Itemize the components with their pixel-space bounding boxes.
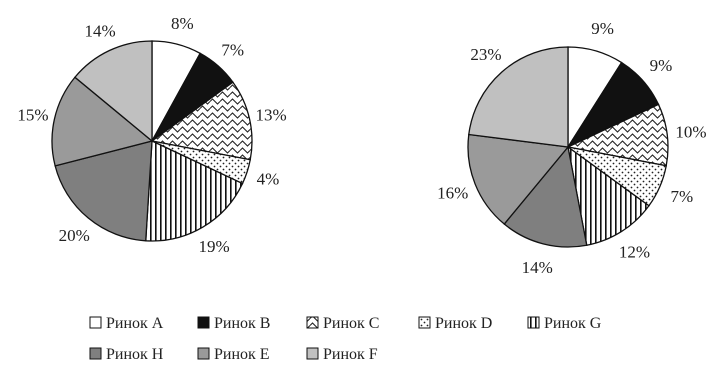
legend-item-e: Ринок E <box>197 346 270 363</box>
pie-slice-c <box>150 81 253 161</box>
data-label: 23% <box>470 45 501 64</box>
legend-item-b: Ринок B <box>197 315 270 332</box>
legend-item-h: Ринок H <box>89 346 164 363</box>
legend-swatch <box>306 347 319 360</box>
data-label: 8% <box>171 14 194 33</box>
legend-item-g: Ринок G <box>527 315 602 332</box>
legend-label: Ринок A <box>106 315 164 332</box>
legend-label: Ринок C <box>323 315 379 332</box>
legend-label: Ринок F <box>323 346 378 363</box>
data-label: 16% <box>437 184 468 203</box>
pie-slice-f <box>468 46 569 148</box>
data-label: 19% <box>199 237 230 256</box>
pie-chart-1: 8% 7% 13% 4% 19% 20% 15% 14% <box>17 14 286 256</box>
pie-slice-h <box>54 140 153 242</box>
data-label: 10% <box>675 123 706 142</box>
legend-swatch <box>89 347 102 360</box>
legend-label: Ринок G <box>544 315 602 332</box>
data-label: 4% <box>257 170 280 189</box>
legend-label: Ринок D <box>435 315 492 332</box>
pie-slice-e <box>467 133 570 225</box>
data-label: 14% <box>85 22 116 41</box>
data-label: 14% <box>522 258 553 277</box>
pie-slice-f <box>74 40 153 143</box>
legend-swatch <box>197 316 210 329</box>
data-label: 7% <box>670 187 693 206</box>
data-label: 7% <box>221 41 244 60</box>
pie-chart-2: 9% 9% 10% 7% 12% 14% 16% 23% <box>437 19 706 277</box>
legend-item-f: Ринок F <box>306 346 378 363</box>
legend-label: Ринок H <box>106 346 164 363</box>
legend-swatch <box>306 316 319 329</box>
data-label: 9% <box>591 19 614 38</box>
legend-item-a: Ринок A <box>89 315 164 332</box>
legend-swatch <box>89 316 102 329</box>
legend-swatch <box>527 316 540 329</box>
legend: Ринок A Ринок B Ринок C Ринок D Ринок G Ринок… <box>89 315 602 363</box>
data-label: 15% <box>17 105 48 124</box>
pie-slice-e <box>51 76 154 167</box>
data-label: 9% <box>650 56 673 75</box>
legend-label: Ринок B <box>214 315 270 332</box>
legend-item-d: Ринок D <box>418 315 492 332</box>
legend-label: Ринок E <box>214 346 270 363</box>
pie-slice-h <box>503 145 588 248</box>
data-label: 20% <box>59 226 90 245</box>
data-label: 12% <box>619 243 650 262</box>
legend-item-c: Ринок C <box>306 315 379 332</box>
legend-swatch <box>197 347 210 360</box>
pie-slice-g <box>145 140 244 242</box>
data-label: 13% <box>256 105 287 124</box>
pie-slice-g <box>567 145 650 246</box>
legend-swatch <box>418 316 431 329</box>
